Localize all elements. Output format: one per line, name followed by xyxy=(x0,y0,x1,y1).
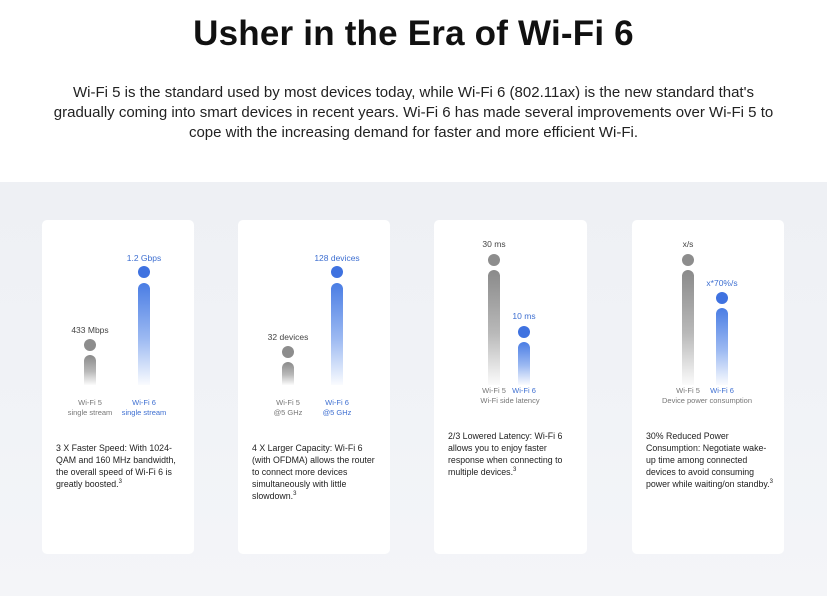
intro-paragraph: Wi-Fi 5 is the standard used by most dev… xyxy=(53,84,774,141)
wifi6-capacity-label: Wi-Fi 6 @5 GHz xyxy=(322,398,352,417)
comparison-section: 1.2 Gbps 433 Mbps Wi-Fi 5 single stream W… xyxy=(0,182,827,596)
wifi5-speed-bar xyxy=(84,355,96,385)
wifi5-latency-label: Wi-Fi 5 xyxy=(482,386,506,395)
wifi5-speed-dot xyxy=(84,339,96,351)
capacity-description: 4 X Larger Capacity: Wi-Fi 6 (with OFDMA… xyxy=(252,443,375,501)
wifi5-capacity-bar xyxy=(282,362,294,385)
wifi6-capacity-bar xyxy=(331,283,343,385)
wifi6-speed-dot xyxy=(138,266,150,278)
wifi5-power-bar xyxy=(682,270,694,385)
wifi5-latency-bar xyxy=(488,270,500,385)
wifi5-speed-value: 433 Mbps xyxy=(71,325,109,335)
wifi5-speed-label: Wi-Fi 5 single stream xyxy=(67,398,113,417)
wifi6-speed-label: Wi-Fi 6 single stream xyxy=(121,398,167,417)
wifi5-power-value: x/s xyxy=(682,239,694,249)
wifi6-speed-value: 1.2 Gbps xyxy=(126,253,162,263)
power-description: 30% Reduced Power Consumption: Negotiate… xyxy=(646,431,773,489)
wifi6-latency-dot xyxy=(518,326,530,338)
page-title: Usher in the Era of Wi-Fi 6 xyxy=(193,14,634,53)
wifi5-capacity-dot xyxy=(282,346,294,358)
wifi6-capacity-value: 128 devices xyxy=(314,253,360,263)
wifi5-capacity-label: Wi-Fi 5 @5 GHz xyxy=(273,398,303,417)
wifi6-power-bar xyxy=(716,308,728,385)
wifi5-latency-dot xyxy=(488,254,500,266)
wifi5-power-label: Wi-Fi 5 xyxy=(676,386,700,395)
latency-caption: Wi-Fi side latency xyxy=(480,396,540,405)
wifi6-power-label: Wi-Fi 6 xyxy=(710,386,734,395)
wifi6-power-value: x*70%/s xyxy=(706,278,738,288)
power-caption: Device power consumption xyxy=(661,396,753,405)
wifi6-latency-label: Wi-Fi 6 xyxy=(512,386,536,395)
latency-card: 30 ms 10 ms Wi-Fi 5 Wi-Fi 6 Wi-Fi side l… xyxy=(434,220,587,554)
speed-card: 1.2 Gbps 433 Mbps Wi-Fi 5 single stream W… xyxy=(42,220,194,554)
power-card: x/s x*70%/s Wi-Fi 5 Wi-Fi 6 Device power… xyxy=(632,220,784,554)
wifi6-capacity-dot xyxy=(331,266,343,278)
wifi6-power-dot xyxy=(716,292,728,304)
wifi5-latency-value: 30 ms xyxy=(482,239,506,249)
wifi6-speed-bar xyxy=(138,283,150,385)
wifi5-power-dot xyxy=(682,254,694,266)
latency-description: 2/3 Lowered Latency: Wi-Fi 6 allows you … xyxy=(448,431,563,477)
wifi6-latency-bar xyxy=(518,342,530,385)
speed-description: 3 X Faster Speed: With 1024-QAM and 160 … xyxy=(56,443,176,489)
wifi6-latency-value: 10 ms xyxy=(512,311,536,321)
wifi5-capacity-value: 32 devices xyxy=(267,332,309,342)
capacity-card: 128 devices 32 devices Wi-Fi 5 @5 GHz Wi-… xyxy=(238,220,390,554)
